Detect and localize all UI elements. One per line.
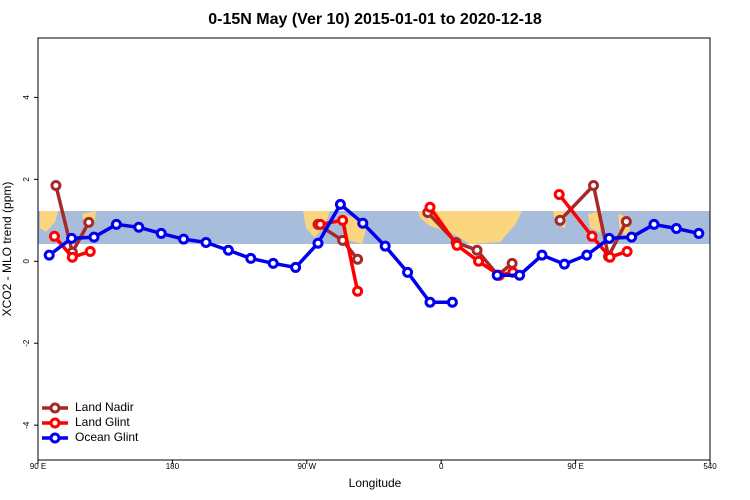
data-point (604, 251, 616, 263)
data-point (581, 249, 593, 261)
legend-label: Land Glint (75, 415, 130, 429)
data-point (620, 216, 632, 228)
series-line (497, 222, 700, 277)
series-line (557, 193, 628, 260)
data-point (471, 244, 483, 256)
x-tick-label: 0 (439, 462, 444, 471)
data-point (66, 251, 78, 263)
land-patch (418, 211, 522, 244)
data-point (314, 218, 326, 230)
data-point (178, 233, 190, 245)
data-point (506, 257, 518, 269)
data-point (558, 258, 570, 270)
x-tick-label: 90 E (567, 462, 583, 471)
data-point (245, 252, 257, 264)
legend-label: Land Nadir (75, 400, 134, 414)
data-point (514, 269, 526, 281)
data-point (670, 223, 682, 235)
chart-title: 0-15N May (Ver 10) 2015-01-01 to 2020-12… (208, 11, 542, 28)
data-point (43, 249, 55, 261)
data-point (402, 266, 414, 278)
x-tick-label: 540 (703, 462, 717, 471)
data-point (155, 227, 167, 239)
legend-label: Ocean Glint (75, 430, 139, 444)
data-point (357, 217, 369, 229)
data-point (83, 216, 95, 228)
data-point (588, 179, 600, 191)
data-point (446, 296, 458, 308)
data-point (352, 253, 364, 265)
data-point (84, 245, 96, 257)
data-point (267, 257, 279, 269)
data-point (626, 231, 638, 243)
x-axis-label: Longitude (349, 476, 402, 490)
data-point (491, 269, 503, 281)
data-point (50, 179, 62, 191)
data-point (290, 261, 302, 273)
y-tick-label: -4 (22, 421, 31, 429)
data-point (693, 227, 705, 239)
data-point (554, 214, 566, 226)
x-tick-label: 90 W (297, 462, 316, 471)
data-point (553, 189, 565, 201)
y-tick-label: 2 (22, 177, 31, 182)
data-point (222, 244, 234, 256)
legend-marker (49, 417, 61, 429)
data-point (88, 231, 100, 243)
data-point (133, 221, 145, 233)
data-point (586, 230, 598, 242)
data-point (312, 237, 324, 249)
x-tick-label: 180 (166, 462, 180, 471)
data-point (424, 201, 436, 213)
data-point (110, 218, 122, 230)
data-point (48, 230, 60, 242)
land-patch (40, 211, 58, 232)
y-tick-label: 0 (22, 259, 31, 264)
data-point (536, 249, 548, 261)
x-tick-label: 90 E (30, 462, 46, 471)
data-point (200, 236, 212, 248)
y-axis-label: XCO2 - MLO trend (ppm) (0, 182, 14, 317)
y-tick-label: -2 (22, 339, 31, 347)
data-point (648, 218, 660, 230)
legend-marker (49, 432, 61, 444)
data-point (473, 255, 485, 267)
data-point (603, 232, 615, 244)
data-point (352, 285, 364, 297)
data-point (424, 296, 436, 308)
data-point (66, 232, 78, 244)
legend-marker (49, 402, 61, 414)
data-point (334, 198, 346, 210)
data-point (337, 214, 349, 226)
y-tick-label: 4 (22, 95, 31, 100)
data-point (379, 240, 391, 252)
plot-frame (37, 37, 711, 461)
data-point (621, 245, 633, 257)
data-point (451, 239, 463, 251)
